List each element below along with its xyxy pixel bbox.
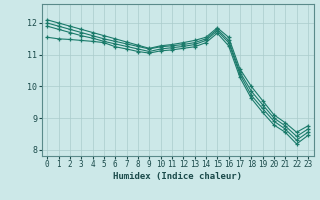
X-axis label: Humidex (Indice chaleur): Humidex (Indice chaleur) (113, 172, 242, 181)
